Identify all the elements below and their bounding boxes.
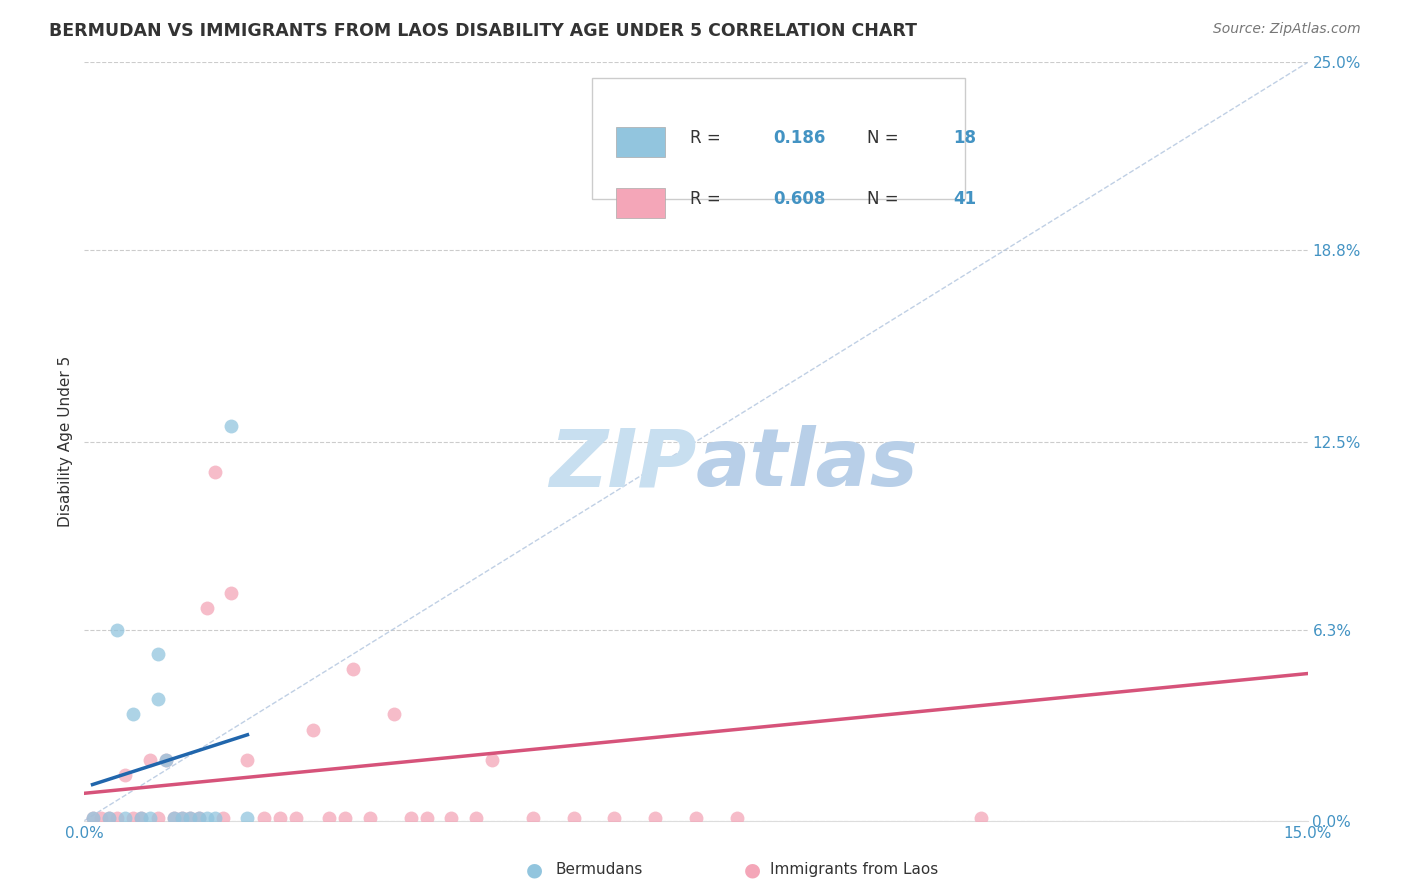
Point xyxy=(131,811,153,825)
Text: Source: ZipAtlas.com: Source: ZipAtlas.com xyxy=(1213,22,1361,37)
FancyBboxPatch shape xyxy=(592,78,965,199)
Point xyxy=(172,811,194,825)
Point xyxy=(562,811,585,825)
Point xyxy=(204,465,226,479)
Point xyxy=(342,662,364,676)
Point xyxy=(105,811,128,825)
Point xyxy=(522,811,544,825)
Text: 0.186: 0.186 xyxy=(773,129,825,147)
Point xyxy=(90,811,112,825)
Point xyxy=(464,811,486,825)
Point xyxy=(179,811,201,825)
Point xyxy=(195,811,218,825)
Point xyxy=(285,811,308,825)
Point xyxy=(122,811,145,825)
Point xyxy=(163,811,186,825)
Point xyxy=(335,811,357,825)
Point xyxy=(97,811,120,825)
Point xyxy=(236,753,259,767)
Point xyxy=(146,811,169,825)
Point xyxy=(114,768,136,782)
Point xyxy=(138,753,160,767)
Point xyxy=(219,586,242,600)
Point xyxy=(253,811,276,825)
Point xyxy=(146,647,169,661)
Text: 41: 41 xyxy=(953,190,976,208)
Point xyxy=(807,177,830,191)
Text: Immigrants from Laos: Immigrants from Laos xyxy=(770,863,939,877)
Point xyxy=(155,753,177,767)
Point xyxy=(195,601,218,615)
Point xyxy=(382,707,405,722)
Text: BERMUDAN VS IMMIGRANTS FROM LAOS DISABILITY AGE UNDER 5 CORRELATION CHART: BERMUDAN VS IMMIGRANTS FROM LAOS DISABIL… xyxy=(49,22,917,40)
Point xyxy=(416,811,439,825)
Point xyxy=(114,811,136,825)
Point xyxy=(122,707,145,722)
Point xyxy=(219,419,242,434)
Point xyxy=(301,723,323,737)
Text: ZIP: ZIP xyxy=(548,425,696,503)
Point xyxy=(163,811,186,825)
Text: 18: 18 xyxy=(953,129,976,147)
Point xyxy=(970,811,993,825)
Point xyxy=(172,811,194,825)
Text: ●: ● xyxy=(526,860,543,880)
FancyBboxPatch shape xyxy=(616,127,665,157)
Point xyxy=(204,811,226,825)
Point xyxy=(318,811,340,825)
Text: R =: R = xyxy=(690,129,725,147)
Point xyxy=(399,811,422,825)
Point xyxy=(603,811,626,825)
Point xyxy=(269,811,291,825)
Point xyxy=(725,811,748,825)
FancyBboxPatch shape xyxy=(616,187,665,218)
Point xyxy=(481,753,503,767)
Point xyxy=(179,811,201,825)
Y-axis label: Disability Age Under 5: Disability Age Under 5 xyxy=(58,356,73,527)
Point xyxy=(82,811,104,825)
Point xyxy=(212,811,235,825)
Text: ●: ● xyxy=(744,860,761,880)
Text: atlas: atlas xyxy=(696,425,918,503)
Point xyxy=(440,811,463,825)
Point xyxy=(138,811,160,825)
Text: N =: N = xyxy=(868,190,904,208)
Point xyxy=(82,811,104,825)
Point xyxy=(187,811,209,825)
Text: N =: N = xyxy=(868,129,904,147)
Point xyxy=(131,811,153,825)
Point xyxy=(644,811,666,825)
Point xyxy=(236,811,259,825)
Text: Bermudans: Bermudans xyxy=(555,863,643,877)
Text: R =: R = xyxy=(690,190,725,208)
Point xyxy=(187,811,209,825)
Point xyxy=(359,811,381,825)
Point xyxy=(155,753,177,767)
Point xyxy=(97,811,120,825)
Point xyxy=(105,623,128,637)
Text: 0.608: 0.608 xyxy=(773,190,825,208)
Point xyxy=(685,811,707,825)
Point xyxy=(146,692,169,706)
